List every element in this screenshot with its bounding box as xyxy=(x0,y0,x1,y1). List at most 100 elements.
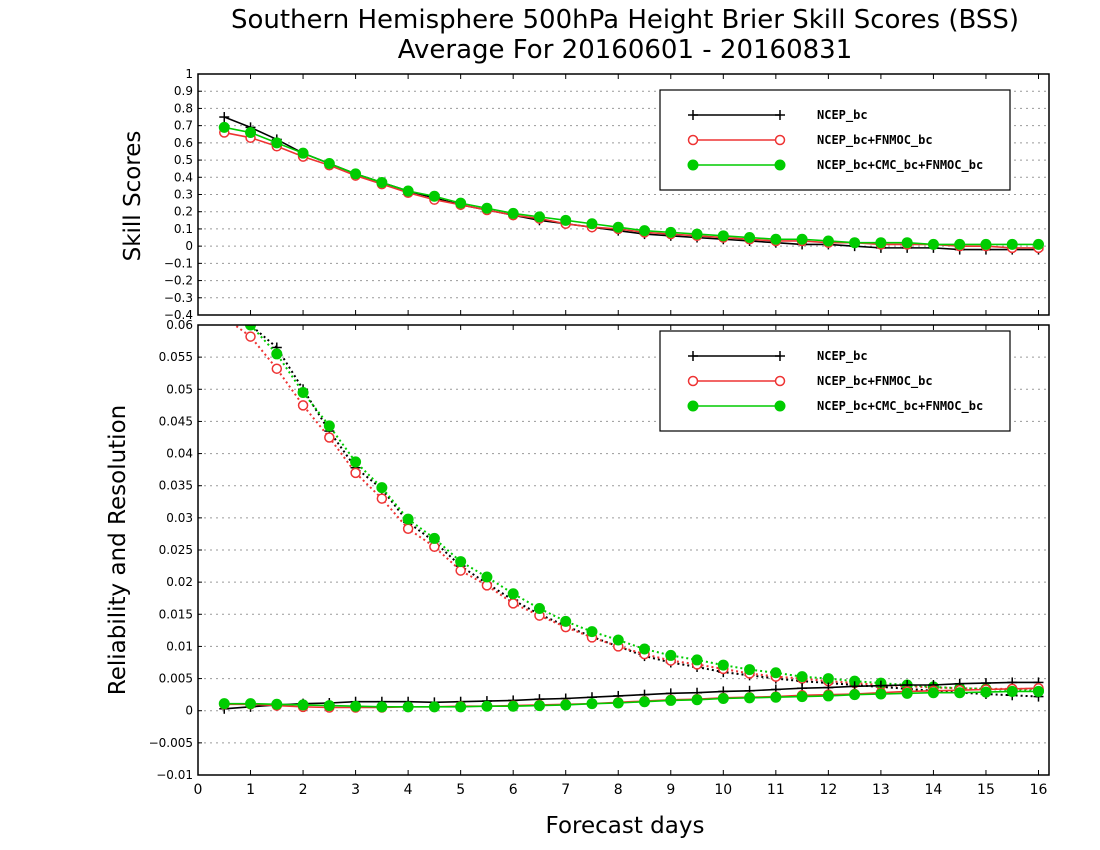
filled-circle-marker xyxy=(822,690,834,702)
y-tick-label: 0.04 xyxy=(166,447,193,461)
filled-circle-marker xyxy=(428,190,440,202)
open-circle-marker xyxy=(774,375,786,387)
x-tick-label: 14 xyxy=(925,782,943,798)
filled-circle-marker xyxy=(875,237,887,249)
open-circle-marker xyxy=(297,400,309,411)
filled-circle-marker xyxy=(901,687,913,699)
filled-circle-marker xyxy=(954,687,966,699)
legend-label: NCEP_bc+FNMOC_bc xyxy=(817,374,933,389)
series-ncep_cmc_fnmoc-dotted xyxy=(219,298,1044,697)
series-line xyxy=(224,690,1039,708)
open-circle-marker xyxy=(350,467,361,479)
filled-circle-marker xyxy=(428,701,440,713)
y-tick-label: 0.02 xyxy=(166,575,193,589)
filled-circle-marker xyxy=(774,159,786,171)
filled-circle-marker xyxy=(533,211,545,223)
filled-circle-marker xyxy=(323,700,335,712)
legend-entry-ncep_fnmoc: NCEP_bc+FNMOC_bc xyxy=(687,133,933,148)
filled-circle-marker xyxy=(350,456,362,468)
filled-circle-marker xyxy=(717,230,729,242)
filled-circle-marker xyxy=(297,387,309,398)
series-layer xyxy=(218,298,1044,714)
open-circle-marker xyxy=(455,565,466,576)
filled-circle-marker xyxy=(980,238,992,250)
x-tick-label: 9 xyxy=(666,782,675,798)
filled-circle-marker xyxy=(428,532,440,544)
y-tick-label: 0.3 xyxy=(174,188,193,202)
filled-circle-marker xyxy=(323,158,335,170)
filled-circle-marker xyxy=(822,673,834,685)
plot-layer: 1 0.9 0.8 0.7 0.6 0.5 0.4 0.3 0.2 0.1 0 −0.1 −0.2 −0.… xyxy=(149,67,1050,798)
y-tick-label: 0.035 xyxy=(159,479,193,493)
legend-entry-ncep_cmc_fnmoc: NCEP_bc+CMC_bc+FNMOC_bc xyxy=(687,399,983,414)
filled-circle-marker xyxy=(849,237,861,249)
series-ncep_cmc_fnmoc xyxy=(218,121,1044,250)
y-tick-label: −0.3 xyxy=(164,291,193,305)
filled-circle-marker xyxy=(665,649,677,661)
filled-circle-marker xyxy=(507,588,519,600)
y-tick-label: 0.025 xyxy=(159,543,193,557)
y-tick-label: 1 xyxy=(185,67,193,81)
y-tick-label: 0.4 xyxy=(174,170,193,184)
y-tick-label: 0.045 xyxy=(159,414,193,428)
series-ncep_fnmoc xyxy=(219,682,1044,713)
filled-circle-marker xyxy=(481,700,493,712)
x-tick-label: 13 xyxy=(872,782,890,798)
filled-circle-marker xyxy=(770,691,782,703)
legend: NCEP_bc NCEP_bc+FNMOC_bc NCEP_bc+CMC_bc+FN… xyxy=(659,330,1011,432)
filled-circle-marker xyxy=(687,159,699,171)
filled-circle-marker xyxy=(271,698,283,710)
y-tick-label: 0.055 xyxy=(159,350,193,364)
y-tick-label: 0.7 xyxy=(174,119,193,133)
filled-circle-marker xyxy=(875,688,887,700)
filled-circle-marker xyxy=(639,225,651,237)
open-circle-marker xyxy=(376,493,388,504)
filled-circle-marker xyxy=(691,654,703,666)
y-tick-label: 0.2 xyxy=(174,205,193,219)
x-tick-label: 7 xyxy=(561,782,570,798)
open-circle-marker xyxy=(687,375,699,387)
filled-circle-marker xyxy=(218,121,230,133)
x-axis-title: Forecast days xyxy=(546,813,705,839)
legend-label: NCEP_bc xyxy=(817,108,868,123)
y-tick-label: 0.05 xyxy=(166,382,193,396)
filled-circle-marker xyxy=(271,348,283,360)
filled-circle-marker xyxy=(323,420,335,432)
legend-entry-ncep_fnmoc: NCEP_bc+FNMOC_bc xyxy=(687,374,933,389)
filled-circle-marker xyxy=(586,218,598,230)
filled-circle-marker xyxy=(297,147,309,159)
legend-entry-ncep_cmc_fnmoc: NCEP_bc+CMC_bc+FNMOC_bc xyxy=(687,158,983,173)
filled-circle-marker xyxy=(402,185,414,197)
filled-circle-marker xyxy=(376,701,388,713)
legend: NCEP_bc NCEP_bc+FNMOC_bc NCEP_bc+CMC_bc+FN… xyxy=(659,89,1011,191)
filled-circle-marker xyxy=(691,694,703,706)
x-tick-label: 10 xyxy=(714,782,732,798)
open-circle-marker xyxy=(774,134,786,146)
y-tick-label: −0.2 xyxy=(164,274,193,288)
y-tick-label: 0 xyxy=(185,239,193,253)
y-axis-title-bottom: Reliability and Resolution xyxy=(105,405,131,695)
x-tick-label: 16 xyxy=(1030,782,1048,798)
series-line xyxy=(224,687,1039,709)
x-tick-label: 11 xyxy=(767,782,785,798)
filled-circle-marker xyxy=(901,237,913,249)
open-circle-marker xyxy=(402,523,414,535)
panel-frame xyxy=(197,324,1050,776)
filled-circle-marker xyxy=(665,694,677,706)
filled-circle-marker xyxy=(717,693,729,704)
y-tick-label: 0.06 xyxy=(166,318,193,332)
filled-circle-marker xyxy=(1032,238,1044,250)
series-ncep_cmc_fnmoc xyxy=(218,685,1044,713)
series-layer xyxy=(218,112,1044,255)
legend-label: NCEP_bc xyxy=(817,349,868,364)
filled-circle-marker xyxy=(219,298,229,308)
y-tick-label: 0.03 xyxy=(166,511,193,525)
filled-circle-marker xyxy=(927,687,939,699)
filled-circle-marker xyxy=(717,659,729,671)
chart-title: Southern Hemisphere 500hPa Height Brier … xyxy=(231,5,1019,35)
filled-circle-marker xyxy=(612,697,624,709)
x-tick-label: 4 xyxy=(404,782,413,798)
legend-label: NCEP_bc+CMC_bc+FNMOC_bc xyxy=(817,399,983,414)
chart-subtitle: Average For 20160601 - 20160831 xyxy=(398,35,853,65)
filled-circle-marker xyxy=(533,603,545,614)
